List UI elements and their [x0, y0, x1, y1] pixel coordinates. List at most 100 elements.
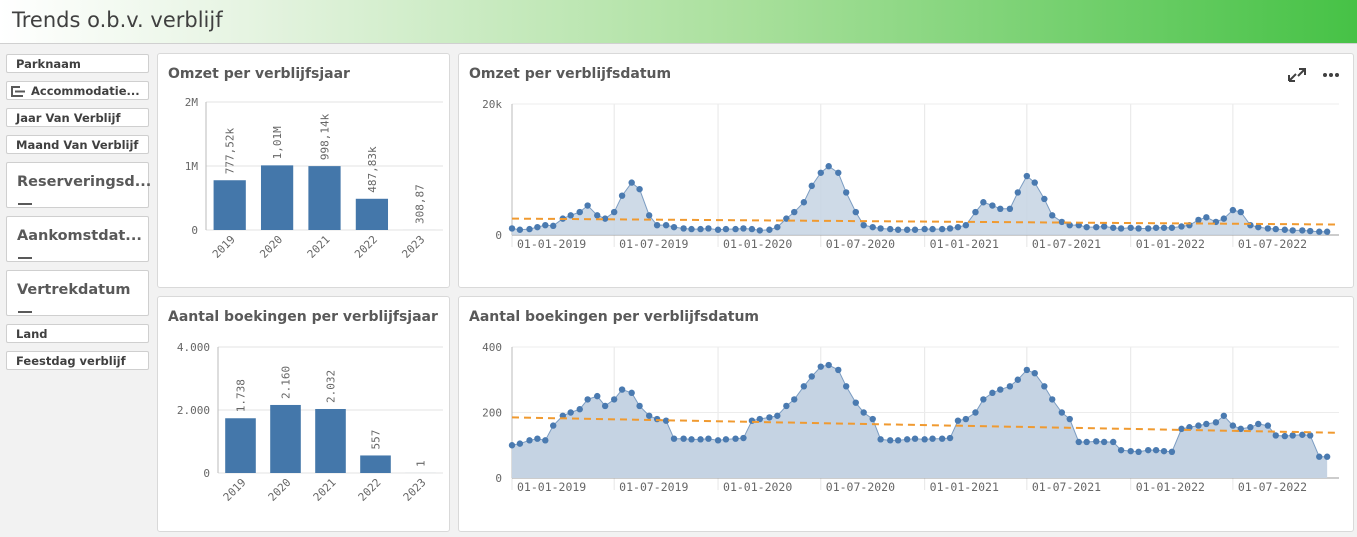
data-point [1237, 208, 1244, 216]
data-point [921, 436, 928, 443]
data-point [550, 222, 557, 230]
data-point [962, 415, 970, 423]
filter-maand-van-verblijf[interactable]: Maand Van Verblijf [6, 135, 149, 154]
x-tick-label: 01-01-2020 [723, 237, 792, 251]
data-point [550, 422, 557, 429]
data-point [817, 169, 824, 176]
data-point [740, 434, 747, 442]
data-point [1093, 223, 1100, 231]
data-point [887, 225, 894, 233]
x-tick-label: 2022 [352, 233, 380, 261]
filter-jaar-van-verblijf[interactable]: Jaar Van Verblijf [6, 108, 149, 127]
data-point [1006, 205, 1014, 212]
filter-feestdag-verblijf[interactable]: Feestdag verblijf [6, 351, 149, 370]
data-point [1058, 218, 1066, 226]
filter-land[interactable]: Land [6, 324, 149, 343]
data-point [1178, 425, 1185, 433]
panel-boekingen-per-verblijfsjaar[interactable]: Aantal boekingen per verblijfsjaar 0 2.00… [157, 296, 450, 532]
filter-aankomstdatum-label: Aankomstdat... [17, 228, 142, 244]
data-point [877, 225, 884, 232]
data-point [1203, 420, 1210, 428]
more-options-icon[interactable] [1320, 66, 1342, 84]
bar [360, 455, 391, 473]
data-point [732, 225, 739, 233]
data-point [1152, 446, 1160, 454]
data-point [697, 225, 704, 233]
data-point [997, 205, 1004, 212]
data-point [567, 409, 574, 416]
data-label: 1,01M [271, 126, 284, 159]
filter-accommodatie[interactable]: Accommodatie... [6, 81, 149, 100]
data-point [722, 225, 730, 233]
app-header: Trends o.b.v. verblijf [0, 0, 1357, 44]
data-point [534, 223, 541, 231]
data-point [722, 436, 730, 443]
data-point [1178, 223, 1185, 230]
x-tick-label: 01-07-2022 [1238, 237, 1307, 251]
fullscreen-icon[interactable] [1286, 66, 1308, 84]
data-point [1135, 448, 1142, 455]
data-point [732, 435, 739, 442]
filter-reserveringsdatum[interactable]: Reserveringsd... [6, 162, 151, 208]
data-point [1083, 438, 1090, 446]
data-label: 777,52k [224, 128, 237, 175]
data-point [534, 435, 541, 442]
data-point [697, 436, 704, 443]
x-tick-label: 2023 [401, 476, 429, 504]
data-point [954, 223, 962, 231]
data-point [1255, 420, 1262, 428]
data-point [1006, 383, 1014, 390]
data-point [869, 415, 876, 423]
y-tick-label: 2.000 [177, 404, 210, 417]
data-point [601, 402, 609, 410]
data-point [852, 208, 859, 216]
filter-vertrekdatum[interactable]: Vertrekdatum [6, 270, 149, 316]
data-point [946, 434, 954, 442]
x-tick-label: 2020 [266, 476, 294, 504]
data-point [1323, 228, 1331, 235]
x-tick-label: 01-01-2019 [517, 237, 586, 251]
filter-indicator [18, 257, 32, 259]
data-point [800, 199, 808, 206]
data-point [1127, 447, 1134, 455]
bar [315, 408, 346, 473]
area-chart-boekingen: 01-01-2019 01-07-2019 01-01-2020 01-07-2020… [482, 341, 1340, 494]
filter-aankomstdatum[interactable]: Aankomstdat... [6, 216, 149, 262]
y-tick-label: 0 [191, 224, 198, 237]
data-point [921, 225, 928, 233]
data-point [877, 436, 884, 443]
data-label: 2.032 [325, 370, 338, 403]
data-point [618, 192, 626, 199]
data-point [989, 202, 996, 209]
bar [355, 198, 389, 230]
panel-omzet-per-verblijfsjaar[interactable]: Omzet per verblijfsjaar 0 1M 2M 777,52k 2019… [157, 53, 450, 288]
panel-omzet-per-verblijfsdatum[interactable]: Omzet per verblijfsdatum 01-01-2019 01-07… [458, 53, 1354, 288]
data-point [903, 436, 911, 443]
data-point [1049, 396, 1056, 403]
data-point [748, 225, 756, 233]
data-point [1049, 212, 1056, 219]
y-tick-label: 4.000 [177, 341, 210, 354]
data-point [1229, 206, 1237, 214]
data-point [903, 226, 911, 233]
data-point [1299, 431, 1306, 438]
data-point [610, 396, 618, 403]
x-tick-label: 01-01-2021 [930, 480, 999, 494]
filter-parknaam[interactable]: Parknaam [6, 54, 149, 73]
data-point [800, 383, 808, 390]
data-point [972, 208, 979, 216]
chart-title: Omzet per verblijfsjaar [168, 66, 350, 82]
data-point [584, 396, 591, 403]
data-point [835, 366, 842, 374]
data-point [887, 437, 894, 444]
y-tick-label: 20k [482, 98, 502, 111]
data-point [662, 417, 670, 424]
panel-boekingen-per-verblijfsdatum[interactable]: Aantal boekingen per verblijfsdatum 01-0… [458, 296, 1354, 532]
data-point [962, 221, 970, 229]
x-tick-label: 01-01-2022 [1136, 237, 1205, 251]
data-point [1264, 422, 1272, 429]
data-point [1168, 224, 1176, 231]
data-point [1272, 432, 1279, 439]
data-point [567, 212, 574, 219]
x-tick-label: 2019 [210, 233, 238, 261]
